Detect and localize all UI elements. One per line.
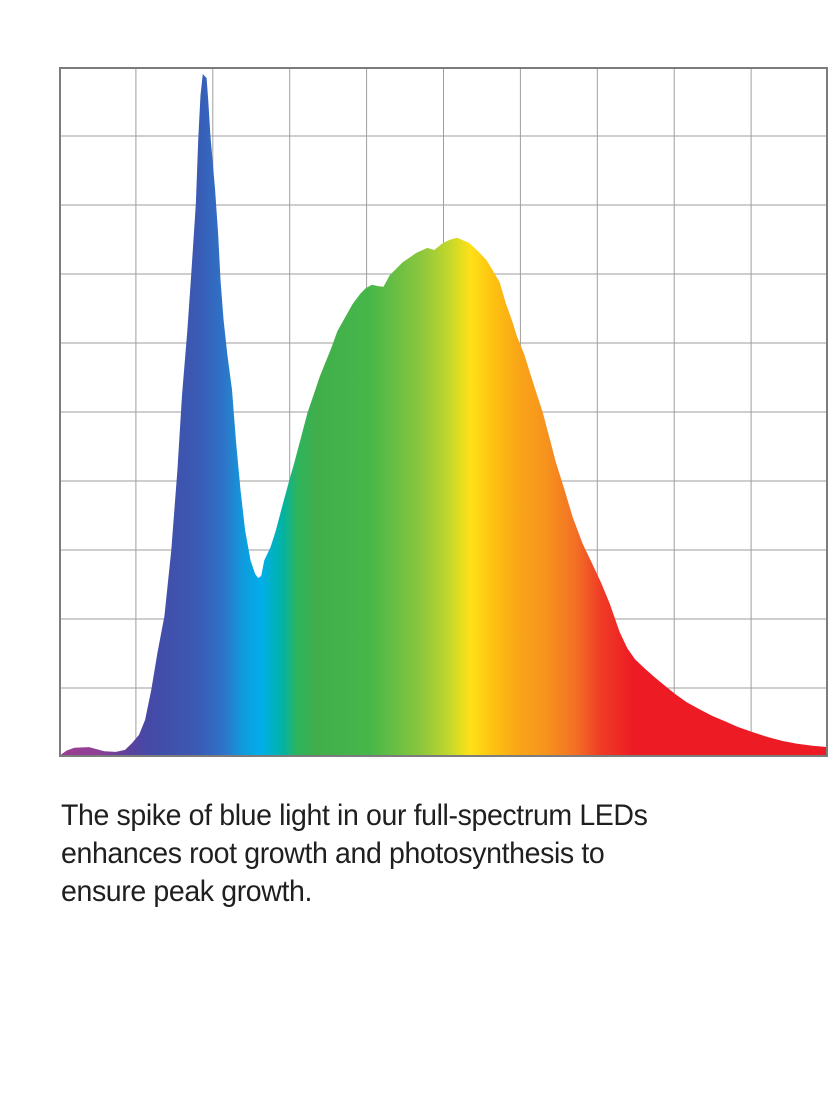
spectrum-svg [59,67,828,757]
caption-line: ensure peak growth. [61,875,313,908]
spectrum-area [59,74,828,756]
plot-border [59,67,828,757]
caption: The spike of blue light in our full-spec… [61,797,648,911]
caption-line: enhances root growth and photosynthesis … [61,837,605,870]
spectrum-chart [59,67,828,757]
caption-line: The spike of blue light in our full-spec… [61,799,648,832]
